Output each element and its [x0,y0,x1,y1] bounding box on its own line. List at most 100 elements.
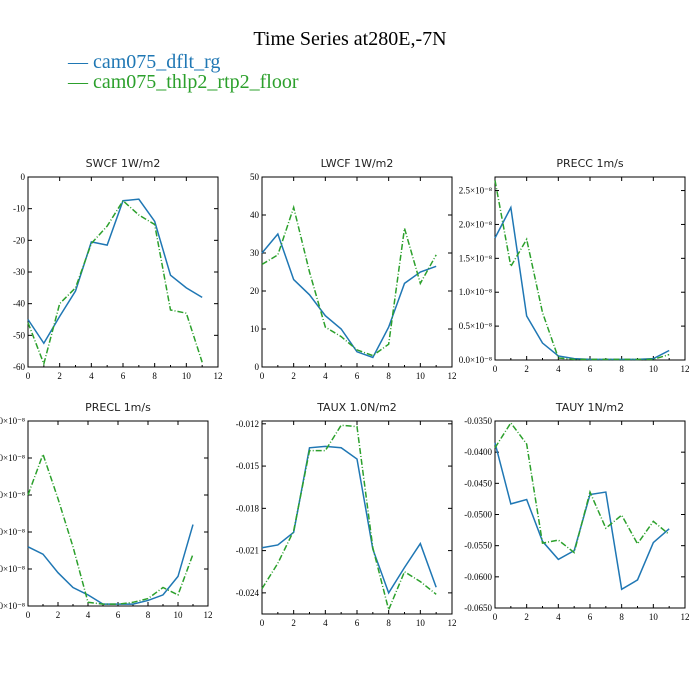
y-tick-label: 1.0×10⁻⁸ [459,287,492,297]
x-tick-label: 8 [146,610,151,620]
y-tick-label: -0.015 [236,461,260,471]
y-tick-label: -0.012 [236,419,259,429]
series-line-2 [494,180,670,361]
y-tick-label: 0×10⁻⁸ [0,564,25,574]
y-tick-label: -0.0500 [464,510,492,520]
plot-title: PRECC 1m/s [556,157,624,170]
x-tick-label: 4 [556,364,561,374]
y-tick-label: -0.0450 [464,478,492,488]
y-tick-label: -50 [13,330,25,340]
x-tick-label: 10 [416,371,426,381]
series-line-1 [27,198,203,345]
plot-3: PRECC 1m/s 0 2 4 6 8 10 12 0.0×10⁻⁸ 0.5×10⁻⁸ 1.0×1… [459,157,690,374]
series-line-1 [261,445,437,595]
x-tick-label: 4 [323,371,328,381]
legend-label-2: cam075_thlp2_rtp2_floor [93,71,299,93]
y-tick-label: 2.5×10⁻⁸ [459,186,492,196]
series-line-1 [261,232,437,359]
x-tick-label: 6 [588,364,593,374]
y-tick-label: -0.0650 [464,603,492,613]
x-tick-label: 8 [386,371,391,381]
x-tick-label: 2 [524,612,529,622]
x-tick-label: 12 [448,618,457,628]
legend-line-1: — [68,51,88,73]
y-tick-label: 40 [250,210,260,220]
y-tick-label: 0×10⁻⁸ [0,601,25,611]
x-tick-label: 6 [116,610,121,620]
series-line-1 [494,205,670,361]
y-tick-label: 0×10⁻⁸ [0,416,25,426]
y-tick-label: 0.5×10⁻⁸ [459,321,492,331]
plot-title: LWCF 1W/m2 [321,157,394,170]
x-tick-label: 12 [448,371,457,381]
x-tick-label: 10 [649,612,659,622]
series-line-2 [27,199,203,367]
x-tick-label: 6 [121,371,126,381]
x-tick-label: 12 [214,371,223,381]
y-tick-label: -0.021 [236,546,259,556]
y-tick-label: -0.0600 [464,572,492,582]
x-tick-label: 6 [588,612,593,622]
plot-title: PRECL 1m/s [85,401,151,414]
plot-title: SWCF 1W/m2 [86,157,161,170]
x-tick-label: 0 [493,364,498,374]
x-tick-label: 12 [204,610,213,620]
legend-label-1: cam075_dflt_rg [93,51,221,73]
x-tick-label: 4 [556,612,561,622]
x-tick-label: 8 [386,618,391,628]
x-tick-label: 12 [681,612,690,622]
y-tick-label: 10 [250,324,260,334]
plot-title: TAUY 1N/m2 [555,401,624,414]
series-line-2 [261,424,437,613]
x-tick-label: 2 [56,610,61,620]
legend-line-2: — [68,71,88,93]
y-tick-label: -40 [13,299,25,309]
plot-frame [27,176,219,368]
plot-1: SWCF 1W/m2 0 2 4 6 8 10 12 0 -10 -20 -30 -40 -50 -60 [13,157,223,381]
plot-frame [27,420,209,607]
plot-4: PRECL 1m/s 0 2 4 6 8 10 12 0×10⁻⁸ 0×10⁻⁸ 0×10⁻⁸ 0×1… [0,401,213,620]
x-tick-label: 10 [416,618,426,628]
chart-title: Time Series at280E,-7N [253,28,447,50]
x-tick-label: 6 [355,618,360,628]
series-line-1 [27,524,194,605]
x-tick-label: 0 [26,610,31,620]
y-tick-label: -0.024 [236,588,260,598]
x-tick-label: 4 [86,610,91,620]
series-line-2 [27,452,194,605]
y-tick-label: 30 [250,248,260,258]
x-tick-label: 0 [260,618,265,628]
plot-6: TAUY 1N/m2 0 2 4 6 8 10 12 -0.0350 -0.0400 -0.0450… [464,401,689,622]
x-tick-label: 10 [649,364,659,374]
x-tick-label: 2 [57,371,62,381]
y-tick-label: 0×10⁻⁸ [0,527,25,537]
legend-entry-1: — cam075_dflt_rg [68,52,220,72]
x-tick-label: 8 [619,612,624,622]
y-tick-label: -10 [13,204,25,214]
y-tick-label: 1.5×10⁻⁸ [459,253,492,263]
x-tick-label: 6 [355,371,360,381]
y-tick-label: -60 [13,362,25,372]
plot-frame [261,420,453,615]
x-tick-label: 0 [26,371,31,381]
plot-2: LWCF 1W/m2 0 2 4 6 8 10 12 0 10 20 30 40 50 [250,157,457,381]
x-tick-label: 12 [681,364,690,374]
y-tick-label: -20 [13,235,25,245]
y-tick-label: 0 [21,172,26,182]
x-tick-label: 4 [89,371,94,381]
y-tick-label: -0.0400 [464,447,492,457]
y-tick-label: -0.018 [236,503,260,513]
x-tick-label: 8 [152,371,157,381]
x-tick-label: 8 [619,364,624,374]
series-line-1 [494,442,670,591]
plot-frame [494,420,686,609]
series-line-2 [494,421,670,554]
plot-title: TAUX 1.0N/m2 [316,401,397,414]
y-tick-label: -0.0350 [464,416,492,426]
x-tick-label: 2 [291,371,296,381]
y-tick-label: 0 [255,362,260,372]
x-tick-label: 2 [524,364,529,374]
x-tick-label: 4 [323,618,328,628]
y-tick-label: 0×10⁻⁸ [0,490,25,500]
